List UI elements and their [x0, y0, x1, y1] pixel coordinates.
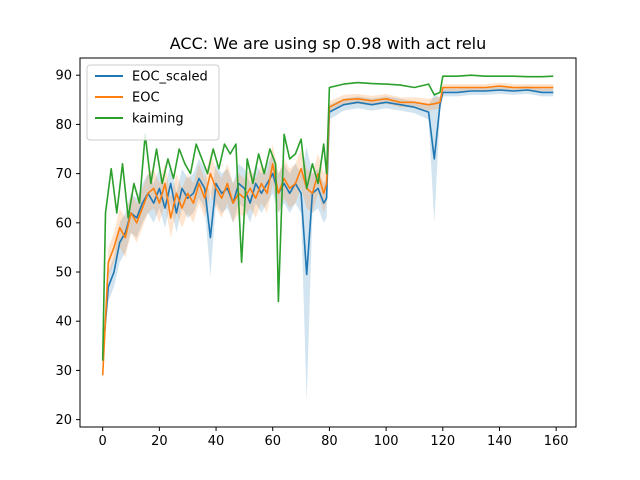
y-tick-label: 40	[55, 315, 72, 330]
x-tick-label: 40	[208, 434, 225, 449]
legend-label-kaiming: kaiming	[132, 112, 184, 127]
y-tick-label: 90	[55, 69, 72, 84]
chart-title: ACC: We are using sp 0.98 with act relu	[170, 34, 487, 53]
x-tick-label: 0	[99, 434, 107, 449]
x-tick-label: 160	[544, 434, 569, 449]
y-tick-label: 80	[55, 118, 72, 133]
y-tick-label: 60	[55, 216, 72, 231]
x-axis: 0 20 40 60 80 100 120 140 160	[99, 427, 569, 449]
x-tick-label: 100	[374, 434, 399, 449]
kaiming-line	[101, 74, 554, 361]
series-lines	[101, 74, 554, 376]
legend: EOC_scaled EOC kaiming	[86, 64, 220, 141]
x-tick-label: 140	[487, 434, 512, 449]
x-tick-label: 60	[264, 434, 281, 449]
y-tick-label: 50	[55, 266, 72, 281]
y-axis: 20 30 40 50 60 70 80 90	[55, 69, 80, 428]
x-tick-label: 20	[151, 434, 168, 449]
eoc-line	[101, 85, 554, 376]
legend-label-eoc: EOC	[132, 91, 160, 106]
x-tick-label: 80	[321, 434, 338, 449]
y-tick-label: 30	[55, 364, 72, 379]
plot-border	[79, 57, 577, 428]
x-tick-label: 120	[430, 434, 455, 449]
legend-box	[86, 64, 220, 141]
y-tick-label: 20	[55, 413, 72, 428]
legend-label-eoc-scaled: EOC_scaled	[132, 70, 208, 85]
y-tick-label: 70	[55, 167, 72, 182]
